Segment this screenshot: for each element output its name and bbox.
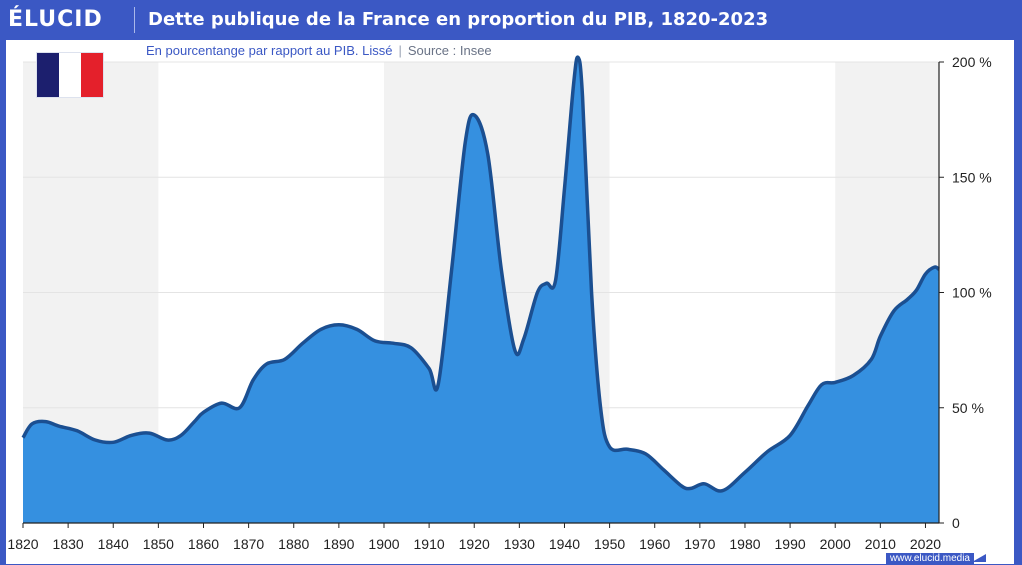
chart-subtitle: En pourcentange par rapport au PIB. Liss… [146,43,492,59]
france-flag-icon [37,53,103,97]
y-tick-label-150: 150 % [952,169,992,185]
x-tick-label-2010: 2010 [865,536,896,552]
debt-area [23,57,939,523]
brand-logo: ÉLUCID [8,7,103,32]
subtitle-text: En pourcentange par rapport au PIB. Liss… [146,43,393,58]
x-tick-label-1900: 1900 [368,536,399,552]
y-tick-label-50: 50 % [952,400,984,416]
flag-red-stripe [81,53,103,97]
y-tick-label-0: 0 [952,515,960,531]
y-tick-label-100: 100 % [952,285,992,301]
chart-panel: 1820 1830 1840 1850 1860 1870 1880 1890 1900 1910… [6,40,1014,565]
header-divider [134,7,135,33]
x-tick-label-1820: 1820 [7,536,38,552]
flag-blue-stripe [37,53,59,97]
x-tick-label-1990: 1990 [775,536,806,552]
x-tick-label-2000: 2000 [820,536,851,552]
footer-url[interactable]: www.elucid.media [885,553,974,565]
x-tick-label-1970: 1970 [684,536,715,552]
x-tick-label-1830: 1830 [53,536,84,552]
arrow-icon [972,554,986,562]
chart-svg: 1820 1830 1840 1850 1860 1870 1880 1890 1900 1910… [7,54,992,552]
x-tick-label-1980: 1980 [729,536,760,552]
x-tick-label-1870: 1870 [233,536,264,552]
source-text: Source : Insee [407,43,492,58]
x-tick-label-1960: 1960 [639,536,670,552]
debt-line [21,55,941,493]
x-tick-label-1910: 1910 [414,536,445,552]
x-tick-label-1890: 1890 [323,536,354,552]
x-tick-label-1930: 1930 [504,536,535,552]
x-tick-label-2020: 2020 [910,536,941,552]
chart-title: Dette publique de la France en proportio… [148,9,769,30]
x-tick-label-1850: 1850 [143,536,174,552]
x-tick-label-1860: 1860 [188,536,219,552]
y-tick-label-200: 200 % [952,54,992,70]
x-tick-label-1920: 1920 [459,536,490,552]
flag-white-stripe [59,53,81,97]
x-tick-label-1840: 1840 [98,536,129,552]
x-tick-label-1940: 1940 [549,536,580,552]
subtitle-separator: | [398,43,402,58]
x-tick-label-1880: 1880 [278,536,309,552]
header-bar: ÉLUCID Dette publique de la France en pr… [0,0,1022,40]
x-tick-label-1950: 1950 [594,536,625,552]
